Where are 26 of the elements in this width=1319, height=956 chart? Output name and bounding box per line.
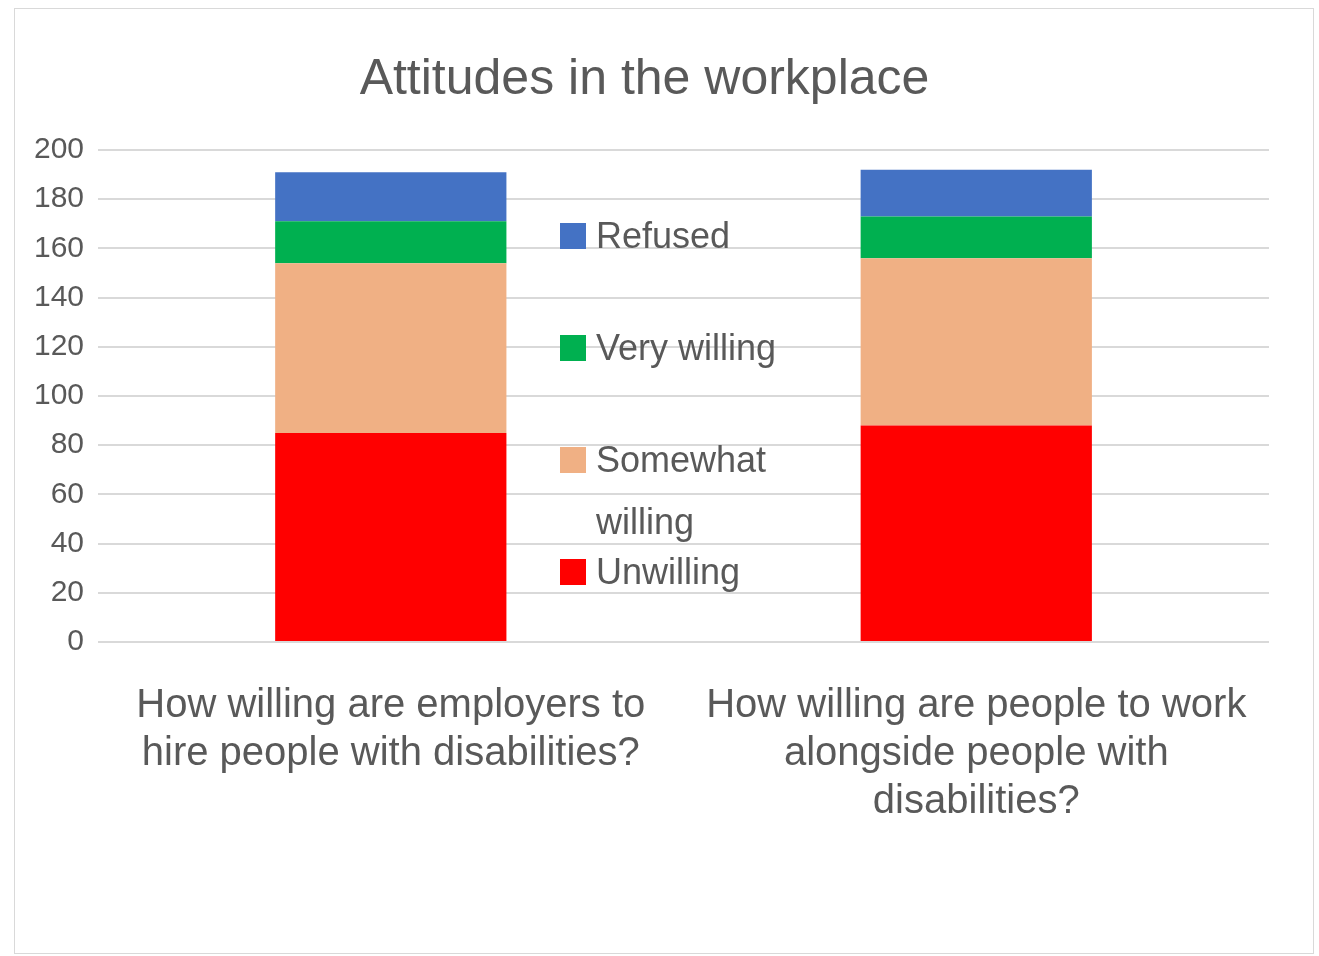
y-tick-label: 80 [50,426,85,460]
x-tick-label: How willing are people to work alongside people with disabilities? [706,681,1248,822]
x-tick-label: How willing are employers to hire people with disabilities? [136,681,646,774]
bar [860,258,1092,426]
legend-label: Unwilling [596,550,741,594]
bar [860,169,1092,217]
y-tick-label: 120 [33,328,85,362]
legend-label: Very willing [596,326,777,370]
bar [275,263,507,433]
legend-label: Refused [596,214,731,258]
legend-label: Somewhat willing [596,439,767,542]
y-tick-label: 40 [50,524,85,558]
y-tick-label: 100 [33,377,85,411]
y-tick-label: 200 [33,131,85,165]
y-tick-label: 60 [50,475,85,509]
bar [275,221,507,264]
bar [275,432,507,641]
bar [860,216,1092,259]
chart-title: Attitudes in the workplace [359,48,930,105]
y-tick-label: 0 [67,623,85,657]
y-tick-label: 160 [33,229,85,263]
bar [860,425,1092,641]
y-tick-label: 180 [33,180,85,214]
y-tick-label: 20 [50,574,85,608]
bar [275,172,507,222]
y-tick-label: 140 [33,278,85,312]
